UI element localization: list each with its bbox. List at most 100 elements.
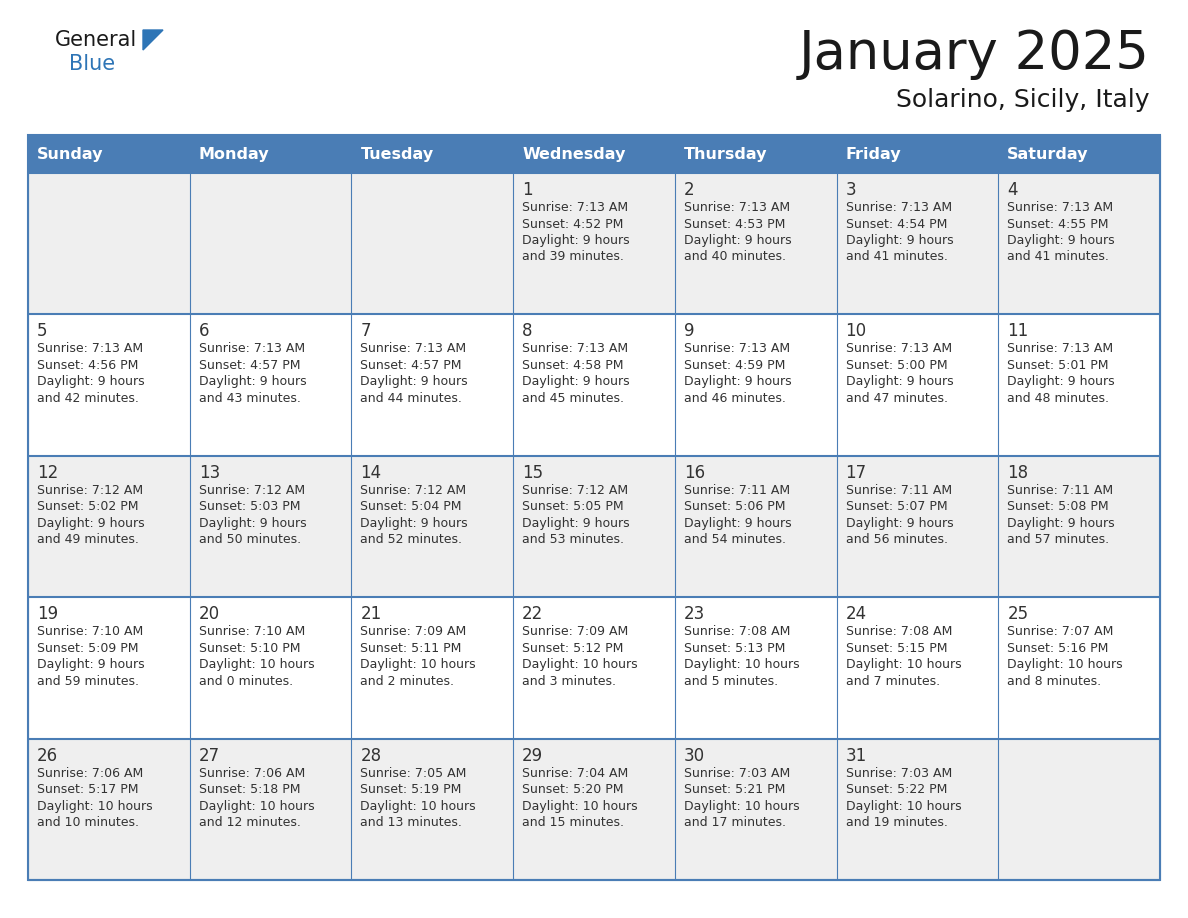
Text: Sunrise: 7:06 AM: Sunrise: 7:06 AM xyxy=(198,767,305,779)
Bar xyxy=(675,456,836,598)
Text: and 7 minutes.: and 7 minutes. xyxy=(846,675,940,688)
Text: and 49 minutes.: and 49 minutes. xyxy=(37,533,139,546)
Text: Sunset: 5:20 PM: Sunset: 5:20 PM xyxy=(523,783,624,796)
Text: 12: 12 xyxy=(37,464,58,482)
Text: Daylight: 10 hours: Daylight: 10 hours xyxy=(846,800,961,812)
Bar xyxy=(190,598,352,739)
Text: Daylight: 10 hours: Daylight: 10 hours xyxy=(684,658,800,671)
Text: Sunset: 5:04 PM: Sunset: 5:04 PM xyxy=(360,500,462,513)
Text: 7: 7 xyxy=(360,322,371,341)
Text: and 2 minutes.: and 2 minutes. xyxy=(360,675,455,688)
Text: Sunset: 4:52 PM: Sunset: 4:52 PM xyxy=(523,218,624,230)
Text: and 12 minutes.: and 12 minutes. xyxy=(198,816,301,829)
Bar xyxy=(675,739,836,880)
Text: Sunset: 4:59 PM: Sunset: 4:59 PM xyxy=(684,359,785,372)
Text: Daylight: 10 hours: Daylight: 10 hours xyxy=(360,658,476,671)
Bar xyxy=(190,314,352,456)
Text: Sunrise: 7:08 AM: Sunrise: 7:08 AM xyxy=(684,625,790,638)
Text: and 19 minutes.: and 19 minutes. xyxy=(846,816,948,829)
Bar xyxy=(352,739,513,880)
Text: 13: 13 xyxy=(198,464,220,482)
Bar xyxy=(513,739,675,880)
Text: Daylight: 9 hours: Daylight: 9 hours xyxy=(198,517,307,530)
Text: Sunrise: 7:12 AM: Sunrise: 7:12 AM xyxy=(523,484,628,497)
Text: Sunset: 4:53 PM: Sunset: 4:53 PM xyxy=(684,218,785,230)
Text: General: General xyxy=(55,30,138,50)
Text: 23: 23 xyxy=(684,605,706,623)
Text: Daylight: 9 hours: Daylight: 9 hours xyxy=(37,658,145,671)
Text: and 53 minutes.: and 53 minutes. xyxy=(523,533,624,546)
Text: 4: 4 xyxy=(1007,181,1018,199)
Text: and 43 minutes.: and 43 minutes. xyxy=(198,392,301,405)
Bar xyxy=(29,598,190,739)
Text: and 52 minutes.: and 52 minutes. xyxy=(360,533,462,546)
Text: Sunset: 5:13 PM: Sunset: 5:13 PM xyxy=(684,642,785,655)
Text: 27: 27 xyxy=(198,746,220,765)
Text: 18: 18 xyxy=(1007,464,1029,482)
Text: Sunset: 4:54 PM: Sunset: 4:54 PM xyxy=(846,218,947,230)
Text: and 59 minutes.: and 59 minutes. xyxy=(37,675,139,688)
Text: Sunrise: 7:13 AM: Sunrise: 7:13 AM xyxy=(198,342,305,355)
Text: Sunset: 5:02 PM: Sunset: 5:02 PM xyxy=(37,500,139,513)
Text: Daylight: 9 hours: Daylight: 9 hours xyxy=(360,517,468,530)
Text: Sunrise: 7:04 AM: Sunrise: 7:04 AM xyxy=(523,767,628,779)
Text: Sunset: 5:17 PM: Sunset: 5:17 PM xyxy=(37,783,139,796)
Bar xyxy=(836,598,998,739)
Text: Daylight: 9 hours: Daylight: 9 hours xyxy=(523,517,630,530)
Text: Wednesday: Wednesday xyxy=(523,147,626,162)
Text: Sunrise: 7:13 AM: Sunrise: 7:13 AM xyxy=(523,342,628,355)
Text: Daylight: 9 hours: Daylight: 9 hours xyxy=(1007,234,1114,247)
Text: and 47 minutes.: and 47 minutes. xyxy=(846,392,948,405)
Text: 3: 3 xyxy=(846,181,857,199)
Bar xyxy=(513,456,675,598)
Bar xyxy=(675,314,836,456)
Text: and 15 minutes.: and 15 minutes. xyxy=(523,816,624,829)
Text: Sunset: 5:06 PM: Sunset: 5:06 PM xyxy=(684,500,785,513)
Bar xyxy=(352,456,513,598)
Bar xyxy=(190,739,352,880)
Text: Sunrise: 7:11 AM: Sunrise: 7:11 AM xyxy=(1007,484,1113,497)
Text: Sunrise: 7:10 AM: Sunrise: 7:10 AM xyxy=(37,625,144,638)
Text: Sunset: 5:16 PM: Sunset: 5:16 PM xyxy=(1007,642,1108,655)
Text: Saturday: Saturday xyxy=(1007,147,1088,162)
Bar xyxy=(29,314,190,456)
Text: and 3 minutes.: and 3 minutes. xyxy=(523,675,617,688)
Text: Sunset: 5:12 PM: Sunset: 5:12 PM xyxy=(523,642,624,655)
Text: and 57 minutes.: and 57 minutes. xyxy=(1007,533,1110,546)
Bar xyxy=(836,456,998,598)
Bar xyxy=(513,314,675,456)
Bar xyxy=(675,598,836,739)
Text: and 44 minutes.: and 44 minutes. xyxy=(360,392,462,405)
Text: Sunrise: 7:12 AM: Sunrise: 7:12 AM xyxy=(198,484,305,497)
Text: Sunrise: 7:09 AM: Sunrise: 7:09 AM xyxy=(523,625,628,638)
Text: 26: 26 xyxy=(37,746,58,765)
Bar xyxy=(352,173,513,314)
Text: Sunrise: 7:13 AM: Sunrise: 7:13 AM xyxy=(523,201,628,214)
Text: and 41 minutes.: and 41 minutes. xyxy=(1007,251,1110,263)
Text: Sunset: 5:05 PM: Sunset: 5:05 PM xyxy=(523,500,624,513)
Text: Sunset: 5:00 PM: Sunset: 5:00 PM xyxy=(846,359,947,372)
Text: and 56 minutes.: and 56 minutes. xyxy=(846,533,948,546)
Text: Sunset: 5:18 PM: Sunset: 5:18 PM xyxy=(198,783,301,796)
Text: 14: 14 xyxy=(360,464,381,482)
Text: and 42 minutes.: and 42 minutes. xyxy=(37,392,139,405)
Bar xyxy=(29,135,1159,173)
Text: and 8 minutes.: and 8 minutes. xyxy=(1007,675,1101,688)
Text: Blue: Blue xyxy=(69,54,115,74)
Text: Daylight: 9 hours: Daylight: 9 hours xyxy=(846,517,953,530)
Text: Sunrise: 7:13 AM: Sunrise: 7:13 AM xyxy=(360,342,467,355)
Text: Daylight: 10 hours: Daylight: 10 hours xyxy=(37,800,152,812)
Text: and 50 minutes.: and 50 minutes. xyxy=(198,533,301,546)
Text: Thursday: Thursday xyxy=(684,147,767,162)
Text: Sunrise: 7:08 AM: Sunrise: 7:08 AM xyxy=(846,625,952,638)
Text: Sunset: 4:57 PM: Sunset: 4:57 PM xyxy=(360,359,462,372)
Text: Daylight: 9 hours: Daylight: 9 hours xyxy=(1007,517,1114,530)
Text: Daylight: 9 hours: Daylight: 9 hours xyxy=(684,517,791,530)
Text: Daylight: 9 hours: Daylight: 9 hours xyxy=(846,375,953,388)
Text: Sunrise: 7:03 AM: Sunrise: 7:03 AM xyxy=(684,767,790,779)
Text: Daylight: 10 hours: Daylight: 10 hours xyxy=(198,800,315,812)
Text: Friday: Friday xyxy=(846,147,902,162)
Text: Sunday: Sunday xyxy=(37,147,103,162)
Text: 6: 6 xyxy=(198,322,209,341)
Text: Sunset: 5:22 PM: Sunset: 5:22 PM xyxy=(846,783,947,796)
